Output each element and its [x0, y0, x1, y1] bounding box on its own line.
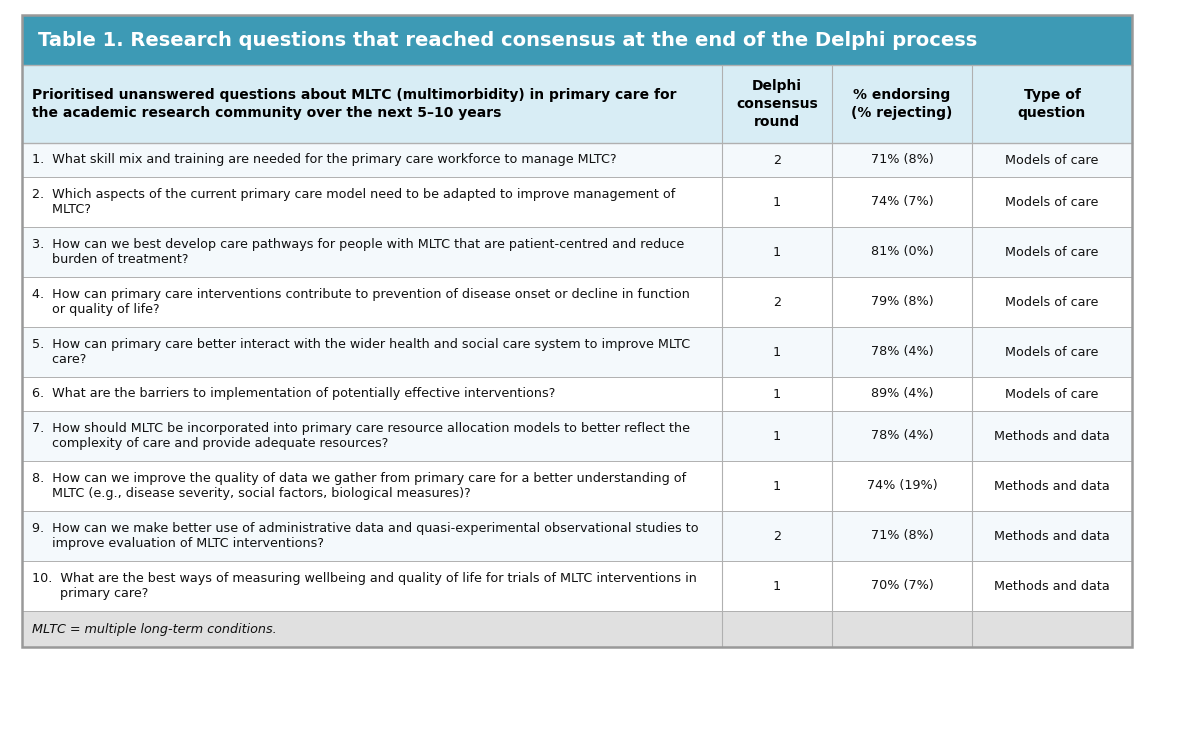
Text: Models of care: Models of care: [1006, 295, 1099, 309]
Text: Methods and data: Methods and data: [994, 480, 1110, 493]
Text: 2: 2: [773, 153, 781, 166]
Bar: [22, 277, 1132, 327]
Text: 1: 1: [773, 480, 781, 493]
Bar: [22, 561, 1132, 611]
Text: Table 1. Research questions that reached consensus at the end of the Delphi proc: Table 1. Research questions that reached…: [38, 30, 977, 50]
Text: 78% (4%): 78% (4%): [871, 429, 934, 443]
Text: Delphi
consensus
round: Delphi consensus round: [736, 78, 818, 130]
Bar: [22, 611, 1132, 647]
Text: 78% (4%): 78% (4%): [871, 346, 934, 358]
Text: improve evaluation of MLTC interventions?: improve evaluation of MLTC interventions…: [32, 536, 324, 550]
Text: 5.  How can primary care better interact with the wider health and social care s: 5. How can primary care better interact …: [32, 338, 690, 352]
Bar: [22, 143, 1132, 177]
Text: 74% (7%): 74% (7%): [871, 195, 934, 209]
Text: care?: care?: [32, 353, 86, 366]
Text: 1: 1: [773, 195, 781, 209]
Text: 4.  How can primary care interventions contribute to prevention of disease onset: 4. How can primary care interventions co…: [32, 289, 690, 301]
Bar: [22, 377, 1132, 411]
Text: 1: 1: [773, 346, 781, 358]
Text: 10.  What are the best ways of measuring wellbeing and quality of life for trial: 10. What are the best ways of measuring …: [32, 572, 697, 585]
Text: Methods and data: Methods and data: [994, 530, 1110, 542]
Text: 71% (8%): 71% (8%): [871, 153, 934, 166]
Text: 1: 1: [773, 388, 781, 400]
Text: primary care?: primary care?: [32, 587, 149, 599]
Text: 2: 2: [773, 295, 781, 309]
Text: Methods and data: Methods and data: [994, 429, 1110, 443]
Text: 79% (8%): 79% (8%): [871, 295, 934, 309]
Text: MLTC (e.g., disease severity, social factors, biological measures)?: MLTC (e.g., disease severity, social fac…: [32, 487, 470, 500]
Bar: [22, 327, 1132, 377]
Bar: [22, 461, 1132, 511]
Text: 81% (0%): 81% (0%): [871, 246, 934, 258]
Text: Prioritised unanswered questions about MLTC (multimorbidity) in primary care for: Prioritised unanswered questions about M…: [32, 88, 677, 120]
Text: 3.  How can we best develop care pathways for people with MLTC that are patient-: 3. How can we best develop care pathways…: [32, 238, 684, 252]
Text: Methods and data: Methods and data: [994, 579, 1110, 593]
Text: 6.  What are the barriers to implementation of potentially effective interventio: 6. What are the barriers to implementati…: [32, 388, 556, 400]
Text: 71% (8%): 71% (8%): [871, 530, 934, 542]
Text: 7.  How should MLTC be incorporated into primary care resource allocation models: 7. How should MLTC be incorporated into …: [32, 423, 690, 435]
Text: 1.  What skill mix and training are needed for the primary care workforce to man: 1. What skill mix and training are neede…: [32, 153, 617, 166]
Bar: [22, 65, 1132, 143]
Bar: [22, 511, 1132, 561]
Text: burden of treatment?: burden of treatment?: [32, 252, 188, 266]
Text: % endorsing
(% rejecting): % endorsing (% rejecting): [851, 88, 953, 120]
Text: Models of care: Models of care: [1006, 346, 1099, 358]
Text: 89% (4%): 89% (4%): [871, 388, 934, 400]
Text: complexity of care and provide adequate resources?: complexity of care and provide adequate …: [32, 437, 389, 450]
Text: 1: 1: [773, 246, 781, 258]
Text: MLTC = multiple long-term conditions.: MLTC = multiple long-term conditions.: [32, 622, 277, 636]
Bar: [22, 227, 1132, 277]
Text: or quality of life?: or quality of life?: [32, 303, 160, 316]
Bar: [22, 15, 1132, 647]
Text: 2.  Which aspects of the current primary care model need to be adapted to improv: 2. Which aspects of the current primary …: [32, 189, 676, 201]
Text: MLTC?: MLTC?: [32, 203, 91, 215]
Bar: [22, 15, 1132, 65]
Text: 70% (7%): 70% (7%): [871, 579, 934, 593]
Text: 74% (19%): 74% (19%): [866, 480, 937, 493]
Text: Type of
question: Type of question: [1018, 88, 1086, 120]
Bar: [22, 411, 1132, 461]
Text: Models of care: Models of care: [1006, 153, 1099, 166]
Text: 2: 2: [773, 530, 781, 542]
Bar: [22, 177, 1132, 227]
Text: Models of care: Models of care: [1006, 195, 1099, 209]
Text: 8.  How can we improve the quality of data we gather from primary care for a bet: 8. How can we improve the quality of dat…: [32, 472, 686, 485]
Text: 1: 1: [773, 579, 781, 593]
Text: Models of care: Models of care: [1006, 388, 1099, 400]
Text: Models of care: Models of care: [1006, 246, 1099, 258]
Text: 1: 1: [773, 429, 781, 443]
Text: 9.  How can we make better use of administrative data and quasi-experimental obs: 9. How can we make better use of adminis…: [32, 522, 698, 535]
